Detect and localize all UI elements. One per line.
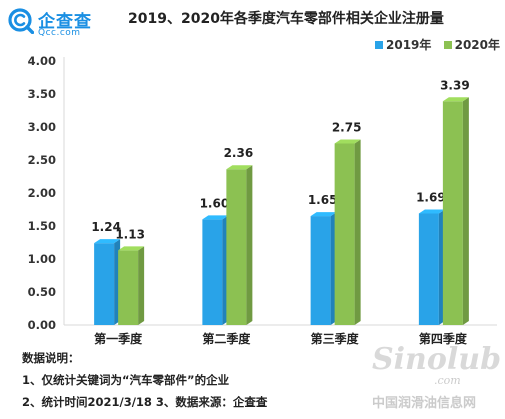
bar-front (202, 219, 223, 325)
bar-top (94, 239, 121, 244)
chart-legend: 2019年 2020年 (375, 36, 505, 53)
bar-front (418, 213, 439, 325)
bar-side (462, 97, 469, 325)
x-tick-label: 第三季度 (311, 331, 360, 345)
bar-top (202, 215, 229, 220)
data-label: 1.24 (91, 220, 121, 234)
notes-line-2: 2、统计时间2021/3/18 3、数据来源：企查查 (22, 395, 268, 409)
legend-label-2019: 2019年 (386, 38, 432, 52)
x-tick-label: 第一季度 (94, 331, 143, 345)
watermark: Sinolub .com 中国润滑油信息网 (372, 342, 502, 412)
data-label: 2.75 (332, 121, 362, 135)
y-tick-label: 0.50 (28, 285, 56, 299)
bar-front (442, 101, 463, 325)
data-label: 1.60 (200, 196, 230, 210)
bar-side (354, 139, 361, 325)
bar-side (138, 246, 145, 325)
legend-item-2019: 2019年 (375, 36, 431, 53)
brand-name: 企查查 (38, 12, 92, 32)
magnifier-c-icon (8, 8, 34, 34)
bar-front (334, 143, 355, 325)
chart-title: 2019、2020年各季度汽车零部件相关企业注册量 (128, 11, 444, 27)
y-tick-label: 2.00 (28, 186, 56, 200)
bar-top (118, 246, 145, 251)
bar-front (118, 250, 139, 325)
bar-top (310, 212, 337, 217)
brand-domain: Qcc.com (38, 28, 81, 38)
y-tick-label: 4.00 (28, 54, 56, 68)
y-tick-label: 1.00 (28, 252, 56, 266)
bar-top (334, 139, 361, 144)
data-label: 1.13 (115, 227, 145, 241)
bar-side (246, 165, 253, 325)
legend-swatch-2019 (375, 41, 383, 49)
data-label: 2.36 (224, 146, 254, 160)
y-tick-label: 2.50 (28, 153, 56, 167)
y-tick-label: 3.50 (28, 87, 56, 101)
bar-front (94, 243, 115, 325)
x-tick-label: 第二季度 (202, 331, 251, 345)
notes-line-1: 1、仅统计关键词为“汽车零部件”的企业 (22, 373, 230, 387)
bar-front (226, 169, 247, 325)
watermark-text: 中国润滑油信息网 (372, 396, 477, 411)
watermark-domain: .com (434, 374, 461, 387)
qcc-logo: 企查查 Qcc.com (8, 6, 118, 42)
y-tick-label: 1.50 (28, 219, 56, 233)
legend-item-2020: 2020年 (443, 36, 500, 53)
x-tick-label: 第四季度 (419, 331, 468, 345)
bar-top (226, 165, 253, 170)
notes-heading: 数据说明： (22, 351, 80, 365)
bar-top (442, 97, 469, 102)
bar-front (310, 216, 331, 325)
data-label: 1.69 (416, 190, 446, 204)
data-label: 3.39 (440, 78, 470, 92)
y-tick-label: 3.00 (28, 120, 56, 134)
data-notes: 数据说明： 1、仅统计关键词为“汽车零部件”的企业 2、统计时间2021/3/1… (22, 347, 267, 413)
data-label: 1.65 (308, 193, 338, 207)
y-tick-label: 0.00 (28, 318, 56, 332)
watermark-logo: Sinolub (372, 342, 502, 377)
bar-top (418, 209, 445, 214)
legend-label-2020: 2020年 (454, 38, 500, 52)
legend-swatch-2020 (443, 41, 452, 49)
bar-chart: 0.00 0.50 1.00 1.50 2.00 2.50 3.00 3.50 4.00 第一季度… (28, 54, 497, 345)
